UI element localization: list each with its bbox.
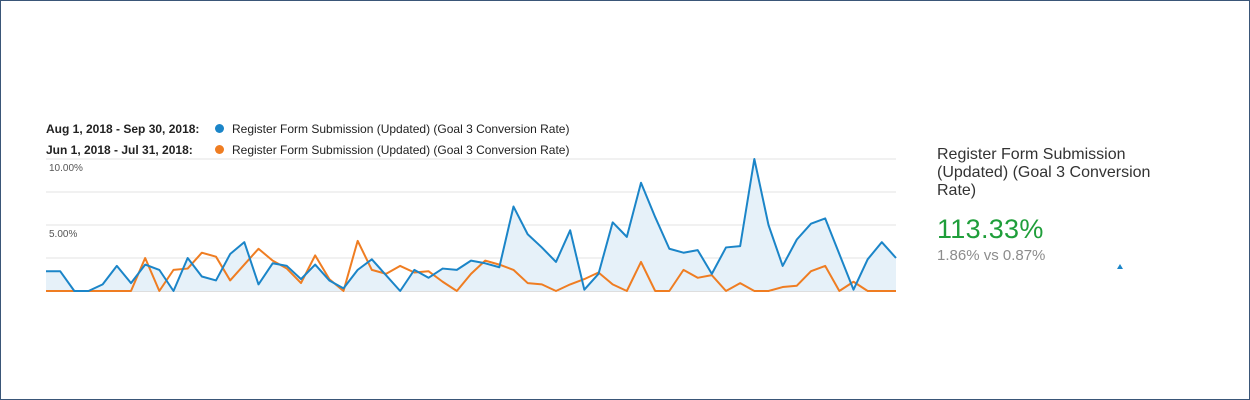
legend-date-previous: Jun 1, 2018 - Jul 31, 2018: [46, 142, 193, 157]
metric-summary: Register Form Submission (Updated) (Goal… [937, 146, 1177, 264]
line-layer [46, 158, 897, 292]
legend-metric-current: Register Form Submission (Updated) (Goal… [232, 121, 570, 136]
legend-metric-previous: Register Form Submission (Updated) (Goal… [232, 142, 570, 157]
sparkline-marker-icon [1117, 264, 1123, 269]
legend-dot-current [215, 124, 224, 133]
legend-dot-previous [215, 145, 224, 154]
legend-row-previous: Jun 1, 2018 - Jul 31, 2018: Register For… [46, 139, 569, 160]
area-layer [46, 159, 896, 291]
tick-layer: 10.00% 5.00% [49, 163, 83, 240]
legend-row-current: Aug 1, 2018 - Sep 30, 2018: Register For… [46, 118, 569, 139]
series-area-current [46, 159, 896, 291]
legend-date-current: Aug 1, 2018 - Sep 30, 2018: [46, 121, 200, 136]
y-tick-label: 5.00% [49, 229, 77, 240]
metric-change: 113.33% [937, 214, 1044, 244]
y-tick-label: 10.00% [49, 163, 83, 174]
metric-comparison: 1.86% vs 0.87% [937, 247, 1046, 264]
series-line-previous [46, 239, 896, 292]
chart-legend: Aug 1, 2018 - Sep 30, 2018: Register For… [46, 118, 569, 160]
series-line-current [46, 158, 897, 292]
metric-name: Register Form Submission (Updated) (Goal… [937, 146, 1151, 199]
